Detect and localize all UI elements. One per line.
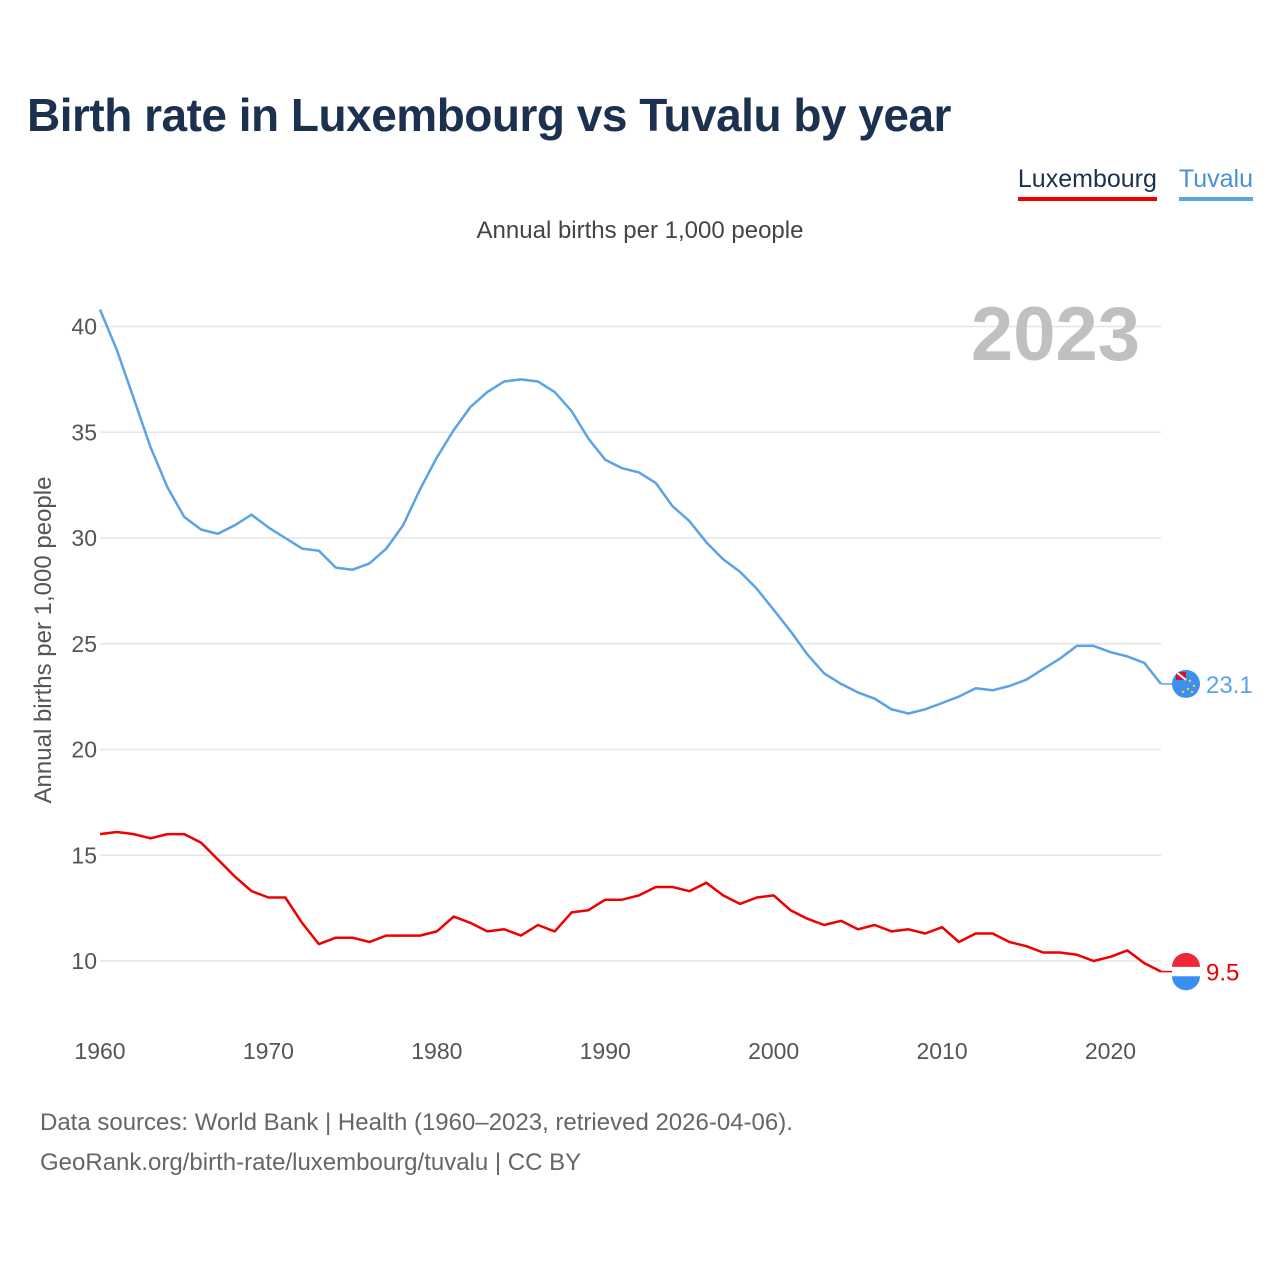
source-url-link[interactable]: GeoRank.org/birth-rate/luxembourg/tuvalu…	[40, 1149, 582, 1176]
flag-star-3	[1181, 690, 1185, 694]
flag-star-2	[1186, 687, 1190, 691]
chart-legend: Luxembourg Tuvalu	[1017, 165, 1253, 201]
series-line-tuvalu	[98, 309, 1162, 715]
flag-cross	[1175, 671, 1187, 681]
x-tick-label-1970: 1970	[243, 1038, 294, 1064]
series-lines	[98, 309, 1162, 973]
chart-subtitle: Annual births per 1,000 people	[476, 217, 804, 244]
x-tick-label-1980: 1980	[411, 1038, 462, 1064]
chart-footer: Data sources: World Bank | Health (1960–…	[40, 1103, 793, 1183]
y-tick-label-15: 15	[71, 842, 97, 868]
flag-stripe-blue	[1172, 976, 1200, 991]
y-tick-label-40: 40	[71, 314, 97, 340]
series-line-luxembourg	[99, 830, 1162, 973]
x-tick-label-2010: 2010	[916, 1038, 967, 1064]
gridlines	[100, 325, 1161, 962]
end-value-label-luxembourg: 9.5	[1206, 960, 1239, 987]
flag-stripe-red	[1172, 952, 1200, 967]
x-axis-ticks: 1960 1970 1980 1990 2000 2010 2020	[74, 1038, 1136, 1064]
x-tick-label-1960: 1960	[74, 1038, 125, 1064]
end-markers: 23.1 9.5	[1161, 669, 1253, 991]
year-watermark: 2023	[971, 292, 1140, 377]
x-tick-label-1990: 1990	[580, 1038, 631, 1064]
y-tick-label-35: 35	[71, 419, 97, 445]
flag-star-1	[1192, 684, 1196, 688]
y-tick-label-10: 10	[71, 948, 97, 974]
y-tick-label-30: 30	[71, 525, 97, 551]
x-tick-label-2020: 2020	[1085, 1038, 1136, 1064]
flag-icon-tuvalu	[1172, 669, 1200, 698]
y-tick-label-20: 20	[71, 737, 97, 763]
y-axis-label: Annual births per 1,000 people	[30, 477, 57, 804]
y-tick-label-25: 25	[71, 631, 97, 657]
flag-star-4	[1190, 690, 1194, 694]
y-axis-ticks: 10 15 20 25 30 35 40	[71, 314, 97, 975]
data-source-text: Data sources: World Bank | Health (1960–…	[40, 1109, 793, 1136]
flag-icon-luxembourg	[1172, 952, 1200, 991]
legend-item-tuvalu[interactable]: Tuvalu	[1178, 165, 1253, 201]
end-value-label-tuvalu: 23.1	[1206, 672, 1253, 699]
legend-item-luxembourg[interactable]: Luxembourg	[1017, 165, 1157, 201]
x-tick-label-2000: 2000	[748, 1038, 799, 1064]
page-title: Birth rate in Luxembourg vs Tuvalu by ye…	[27, 89, 951, 141]
flag-star-0	[1188, 679, 1192, 683]
